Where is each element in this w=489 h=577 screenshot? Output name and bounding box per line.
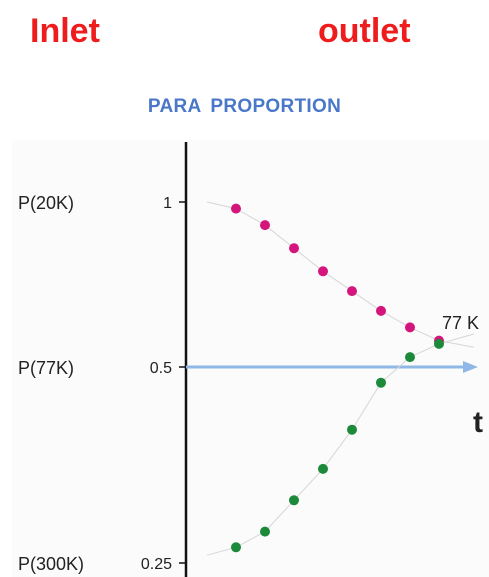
- series-2-point-7: [405, 352, 415, 363]
- chart-title: PARA PROPORTION: [147, 96, 342, 117]
- series-1-point-3: [289, 243, 299, 254]
- y-row-name: P(20K): [18, 193, 74, 213]
- series-1-point-5: [347, 286, 357, 297]
- y-tick-label: 0.5: [150, 360, 172, 377]
- series-1-point-6: [376, 305, 386, 316]
- y-tick-label: 1: [163, 195, 172, 212]
- series-1-point-7: [405, 322, 415, 333]
- series-2-point-5: [347, 424, 357, 435]
- inlet-label: Inlet: [30, 12, 100, 50]
- reference-arrow: 77 K: [186, 313, 479, 373]
- outlet-label: outlet: [318, 12, 411, 50]
- series-layer: [206, 201, 474, 556]
- series-2-point-1: [231, 542, 241, 553]
- series-1-point-1: [231, 203, 241, 214]
- y-tick-0-5: 0.5 P(77K): [18, 358, 186, 378]
- series-2-point-2: [260, 526, 270, 537]
- y-row-name: P(77K): [18, 358, 74, 378]
- y-tick-label: 0.25: [141, 556, 172, 573]
- reference-arrowhead: [463, 361, 478, 373]
- y-row-name: P(300K): [18, 554, 84, 574]
- series-1-point-4: [318, 266, 328, 277]
- series-1-trend-line: [206, 201, 474, 348]
- series-1-point-2: [260, 220, 270, 231]
- y-tick-1: 1 P(20K): [18, 193, 186, 213]
- reference-label: 77 K: [442, 313, 479, 333]
- series-2-point-6: [376, 377, 386, 388]
- series-2-trend-line: [206, 333, 474, 556]
- series-2-point-8: [434, 338, 444, 349]
- series-2-point-4: [318, 463, 328, 474]
- series-2-point-3: [289, 495, 299, 506]
- x-axis-label: t: [473, 406, 483, 439]
- y-tick-0-25: 0.25 P(300K): [18, 554, 186, 574]
